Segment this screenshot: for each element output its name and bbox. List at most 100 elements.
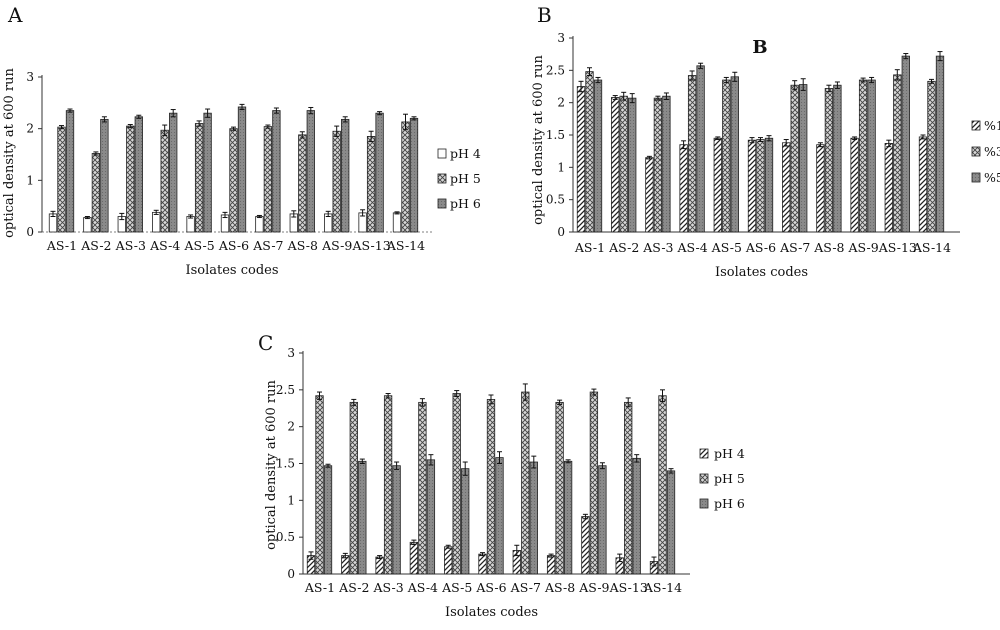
y-tick-label: 0.5 bbox=[276, 530, 295, 544]
legend-swatch bbox=[437, 148, 447, 159]
x-tick-label: AS-6 bbox=[218, 238, 249, 253]
bar bbox=[392, 465, 401, 575]
x-tick-label: AS-1 bbox=[46, 238, 77, 253]
x-tick-label: AS-7 bbox=[510, 580, 541, 595]
bar bbox=[713, 137, 722, 233]
legend-swatch bbox=[437, 198, 447, 209]
bar bbox=[272, 110, 281, 233]
bar bbox=[426, 459, 436, 575]
y-tick-label: 0 bbox=[287, 567, 295, 581]
bar bbox=[169, 112, 178, 233]
bar bbox=[645, 157, 654, 233]
bar bbox=[658, 395, 667, 575]
legend-label: pH 4 bbox=[714, 446, 745, 461]
bar bbox=[91, 153, 101, 233]
y-tick-label: 0.5 bbox=[546, 193, 565, 207]
y-axis-title: optical density at 600 run bbox=[2, 67, 17, 237]
bar bbox=[323, 465, 333, 575]
legend-swatch bbox=[437, 173, 447, 184]
bar bbox=[444, 546, 453, 575]
bar bbox=[764, 137, 774, 233]
x-tick-label: AS-4 bbox=[676, 240, 707, 255]
bar bbox=[83, 217, 92, 233]
x-tick-label: AS-4 bbox=[407, 580, 438, 595]
bar bbox=[666, 470, 676, 575]
y-tick-label: 2.5 bbox=[276, 383, 295, 397]
bar bbox=[134, 116, 143, 233]
x-tick-label: AS-14 bbox=[386, 238, 425, 253]
bar bbox=[576, 86, 586, 233]
x-tick-label: AS-9 bbox=[847, 240, 878, 255]
bar bbox=[358, 460, 367, 575]
bar bbox=[850, 137, 859, 233]
x-tick-label: AS-8 bbox=[813, 240, 844, 255]
legend-label: %5 bbox=[984, 170, 1000, 185]
y-tick-label: 1 bbox=[287, 493, 295, 507]
bar bbox=[816, 144, 825, 233]
bar bbox=[824, 88, 834, 233]
legend-label: pH 5 bbox=[450, 171, 481, 186]
x-tick-label: AS-14 bbox=[912, 240, 951, 255]
legend-swatch bbox=[699, 448, 709, 459]
bar bbox=[858, 79, 868, 233]
x-tick-label: AS-2 bbox=[338, 580, 369, 595]
bar bbox=[160, 129, 169, 233]
bar bbox=[495, 457, 504, 575]
bar bbox=[696, 65, 705, 233]
bar bbox=[722, 79, 731, 233]
chart-panel-b: B B 0 0.5 1 1.5 2 2.5 3 optical density at 600 ru… bbox=[531, 3, 1000, 280]
y-tick-label: 2 bbox=[26, 122, 34, 136]
bar bbox=[782, 142, 791, 233]
x-tick-label: AS-8 bbox=[544, 580, 575, 595]
bar bbox=[747, 139, 757, 233]
bar bbox=[126, 125, 135, 233]
bar bbox=[593, 79, 603, 233]
x-axis-title: Isolates codes bbox=[445, 605, 538, 620]
bar bbox=[229, 128, 238, 233]
legend-swatch bbox=[699, 498, 709, 509]
x-tick-label: AS-5 bbox=[183, 238, 214, 253]
legend-label: pH 6 bbox=[450, 196, 481, 211]
bar bbox=[263, 126, 273, 233]
legend-label: pH 6 bbox=[714, 496, 745, 511]
bar bbox=[152, 211, 161, 233]
bar bbox=[306, 110, 315, 233]
bar bbox=[57, 126, 66, 233]
bar bbox=[341, 555, 350, 575]
bar bbox=[901, 55, 910, 233]
x-tick-label: AS-9 bbox=[321, 238, 352, 253]
x-tick-label: AS-5 bbox=[441, 580, 472, 595]
bar bbox=[730, 76, 739, 233]
legend-label: pH 5 bbox=[714, 471, 745, 486]
x-tick-label: AS-6 bbox=[745, 240, 776, 255]
bar bbox=[790, 84, 799, 233]
bar bbox=[486, 399, 496, 575]
bar bbox=[927, 80, 936, 233]
bar bbox=[581, 516, 590, 575]
bar bbox=[366, 136, 376, 233]
x-tick-label: AS-3 bbox=[642, 240, 673, 255]
panel-letter: B bbox=[537, 3, 552, 27]
bar bbox=[237, 106, 247, 233]
legend-label: %3 bbox=[984, 144, 1000, 159]
x-tick-label: AS-6 bbox=[475, 580, 506, 595]
bar bbox=[315, 395, 324, 575]
bar bbox=[461, 468, 470, 575]
legend-label: %1 bbox=[984, 118, 1000, 133]
bar bbox=[756, 139, 765, 233]
x-tick-label: AS-8 bbox=[287, 238, 318, 253]
bar bbox=[349, 401, 358, 575]
bar bbox=[392, 212, 402, 233]
bar bbox=[833, 84, 842, 233]
x-axis-title: Isolates codes bbox=[715, 265, 808, 280]
x-tick-label: AS-5 bbox=[711, 240, 742, 255]
legend-swatch bbox=[971, 120, 981, 131]
bar bbox=[194, 123, 204, 233]
bar bbox=[65, 110, 75, 233]
legend-swatch bbox=[971, 146, 981, 157]
panel-letter: C bbox=[258, 331, 273, 355]
bar bbox=[799, 84, 808, 233]
y-tick-label: 1.5 bbox=[276, 457, 295, 471]
bar bbox=[662, 95, 671, 233]
bar bbox=[375, 112, 384, 233]
